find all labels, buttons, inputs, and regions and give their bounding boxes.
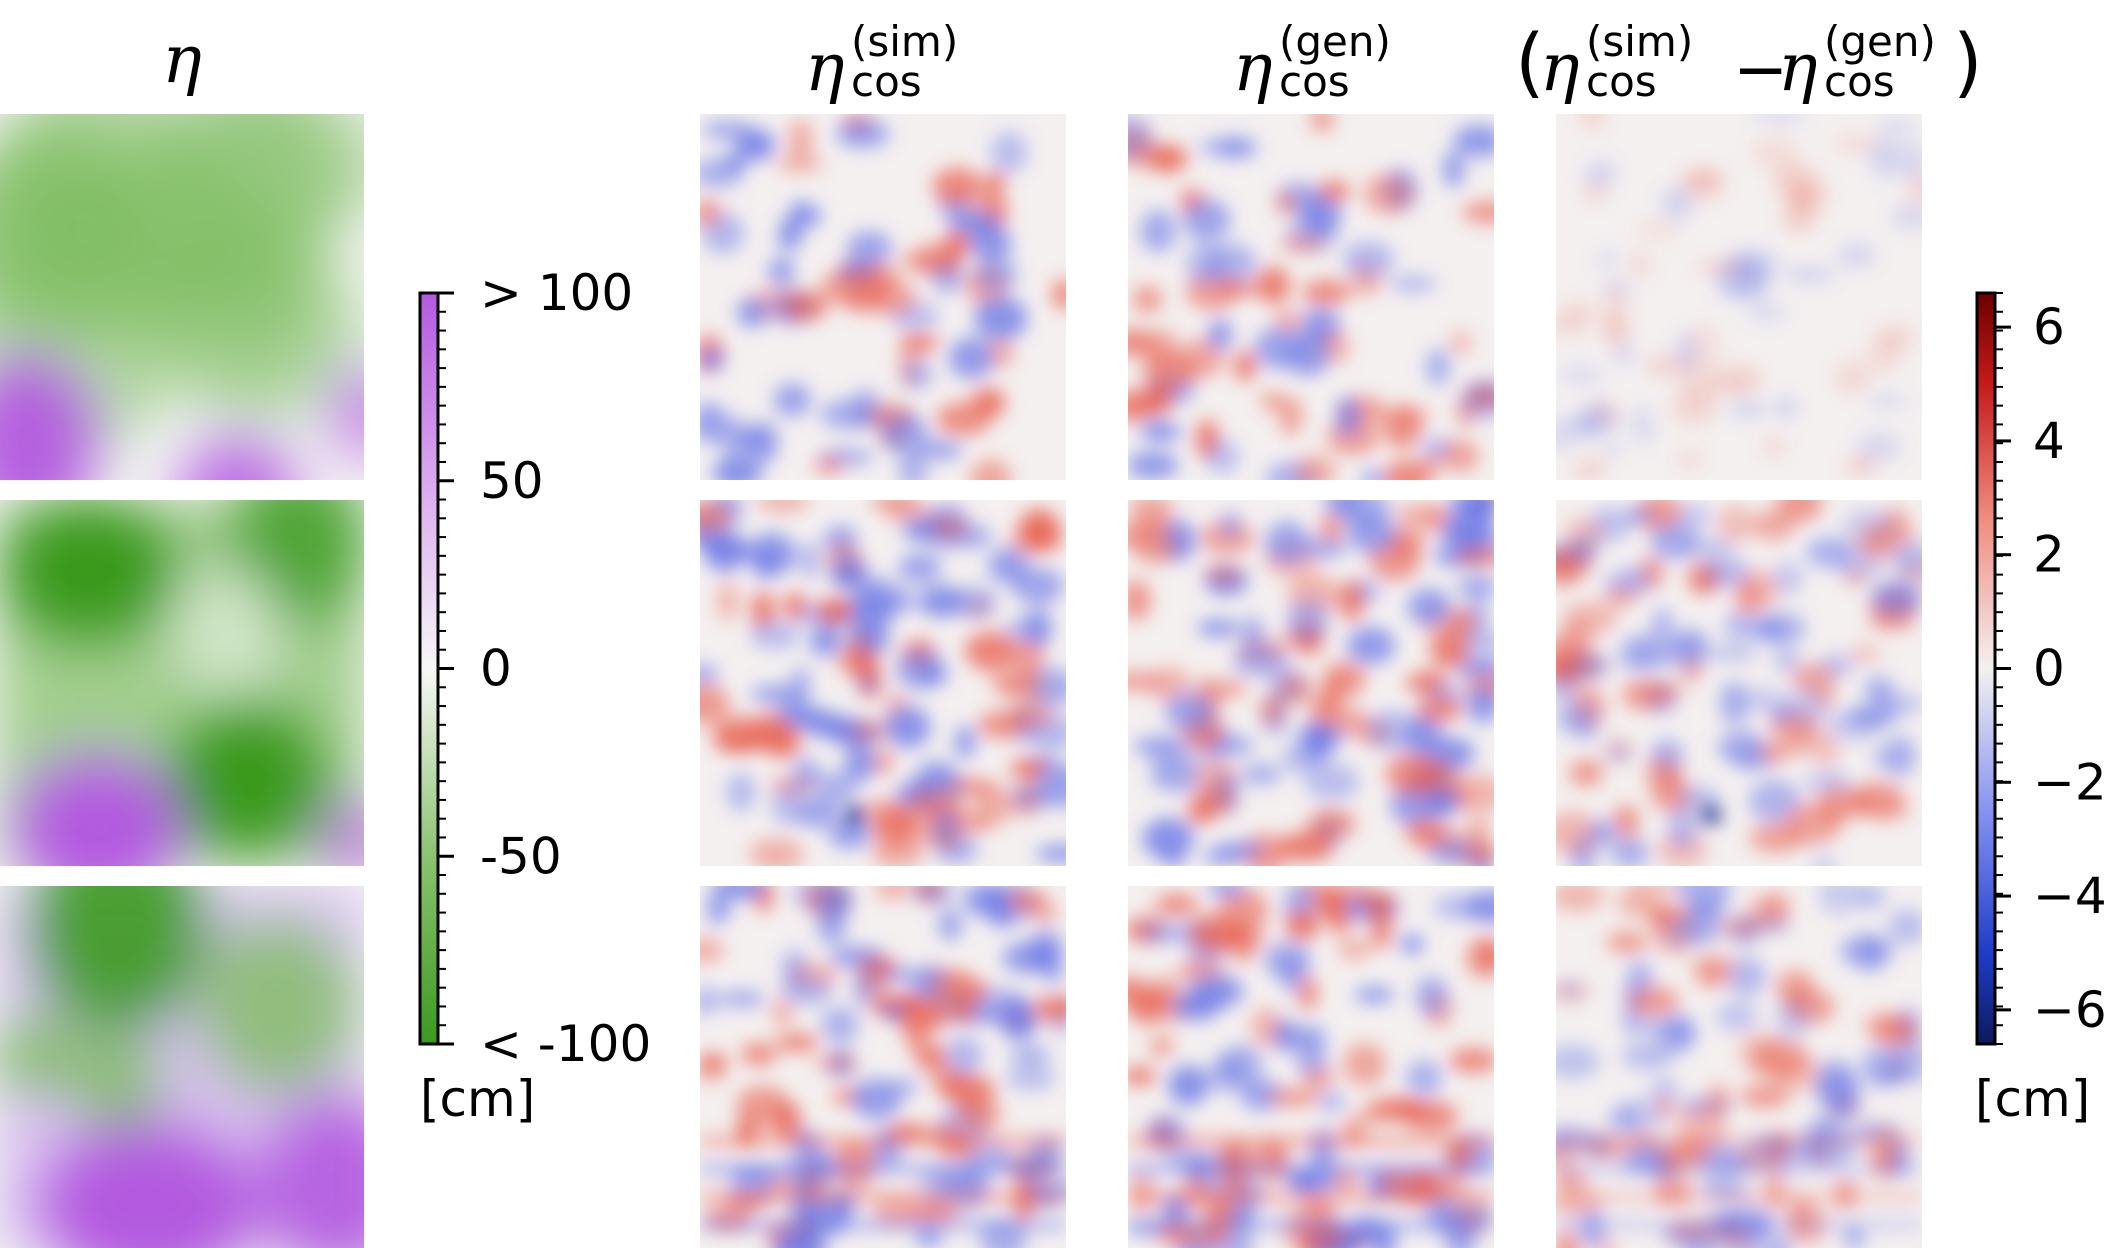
heatmap-panel-eta-cos-sim-minus-gen-row-1 xyxy=(1556,114,1922,480)
heatmap-panel-eta-cos-sim-row-3 xyxy=(700,886,1066,1248)
colorbar-1-scale xyxy=(418,291,440,1046)
colorbar-2-tick-label: −6 xyxy=(2033,981,2107,1039)
title-eta-cos-sim: η (sim) cos xyxy=(805,17,958,106)
svg-text:(sim): (sim) xyxy=(851,17,958,66)
svg-text:η: η xyxy=(1778,29,1818,106)
colorbar-1: > 100 50 0 -50 < -100[cm] xyxy=(418,264,651,1128)
colorbar-1-tick-label: 50 xyxy=(480,452,544,510)
colorbar-2-tick-label: 0 xyxy=(2033,640,2065,698)
heatmap-panel-eta-row-1 xyxy=(0,114,364,480)
colorbar-1-tick-label: 0 xyxy=(480,640,512,698)
svg-text:cos: cos xyxy=(851,57,922,106)
svg-text:η: η xyxy=(1540,29,1580,106)
svg-text:): ) xyxy=(1953,17,1983,106)
colorbar-2-unit: [cm] xyxy=(1975,1070,2090,1128)
heatmap-panel-eta-row-2 xyxy=(0,500,364,866)
svg-text:(gen): (gen) xyxy=(1824,17,1936,66)
svg-text:η: η xyxy=(1233,29,1273,106)
colorbar-2-tick-label: 2 xyxy=(2033,526,2065,584)
heatmap-panel-eta-cos-sim-minus-gen-row-3 xyxy=(1556,886,1922,1248)
heatmap-panel-eta-cos-sim-row-1 xyxy=(700,114,1066,480)
svg-text:(gen): (gen) xyxy=(1279,17,1391,66)
colorbar-1-unit: [cm] xyxy=(420,1070,535,1128)
colorbar-2-tick-label: 4 xyxy=(2033,412,2065,470)
svg-text:(sim): (sim) xyxy=(1586,17,1693,66)
svg-text:cos: cos xyxy=(1824,57,1895,106)
colorbar-1-tick-label: < -100 xyxy=(480,1015,651,1073)
heatmap-panel-eta-cos-gen-row-2 xyxy=(1128,500,1494,866)
svg-text:cos: cos xyxy=(1279,57,1350,106)
colorbar-2-tick-label: −4 xyxy=(2033,867,2107,925)
svg-text:η: η xyxy=(162,21,202,98)
title-eta: η xyxy=(162,21,202,98)
heatmap-panel-eta-cos-gen-row-1 xyxy=(1128,114,1494,480)
heatmap-panel-eta-cos-sim-minus-gen-row-2 xyxy=(1556,500,1922,866)
title-eta-cos-gen: η (gen) cos xyxy=(1233,17,1391,106)
heatmap-panel-eta-cos-gen-row-3 xyxy=(1128,886,1494,1248)
colorbar-2-tick-label: −2 xyxy=(2033,753,2107,811)
heatmap-panel-eta-cos-sim-row-2 xyxy=(700,500,1066,866)
svg-text:−: − xyxy=(1733,31,1788,108)
svg-text:(: ( xyxy=(1515,17,1545,106)
title-eta-cos-diff: ( η (sim) cos − η (gen) cos ) xyxy=(1515,17,1983,108)
colorbar-1-tick-label: -50 xyxy=(480,827,562,885)
svg-text:cos: cos xyxy=(1586,57,1657,106)
heatmap-panel-eta-row-3 xyxy=(0,886,364,1248)
colorbar-2: 6 4 2 0 −2 −4 −6 [cm] xyxy=(1975,291,2107,1128)
svg-text:η: η xyxy=(805,29,845,106)
colorbar-2-scale xyxy=(1975,291,1997,1046)
colorbar-2-tick-label: 6 xyxy=(2033,298,2065,356)
colorbar-1-tick-label: > 100 xyxy=(480,264,633,322)
